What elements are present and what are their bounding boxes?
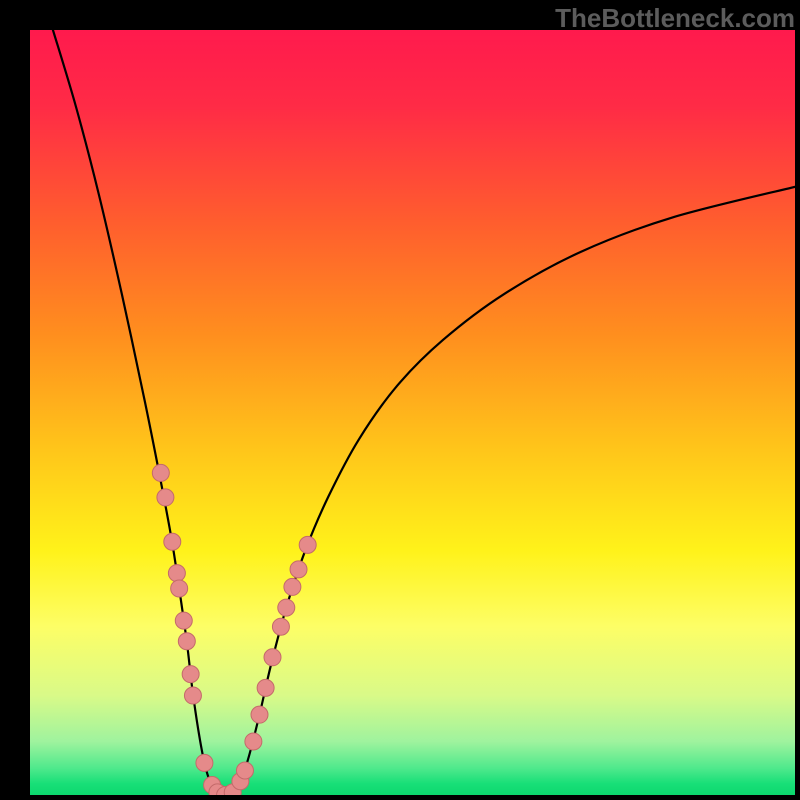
data-marker [284,578,301,595]
data-marker [184,687,201,704]
data-marker [182,666,199,683]
data-marker [152,464,169,481]
data-marker [264,649,281,666]
data-marker [171,580,188,597]
curve-layer [30,30,795,795]
data-marker [257,679,274,696]
data-marker [236,762,253,779]
data-marker [272,618,289,635]
curve-left [53,30,225,795]
marker-group [152,464,316,795]
data-marker [196,754,213,771]
data-marker [251,706,268,723]
watermark-text: TheBottleneck.com [555,3,795,34]
data-marker [168,565,185,582]
data-marker [290,561,307,578]
data-marker [157,489,174,506]
data-marker [299,536,316,553]
data-marker [178,633,195,650]
curve-right [225,187,795,795]
data-marker [175,612,192,629]
data-marker [278,599,295,616]
data-marker [164,533,181,550]
plot-area [30,30,795,795]
data-marker [245,733,262,750]
